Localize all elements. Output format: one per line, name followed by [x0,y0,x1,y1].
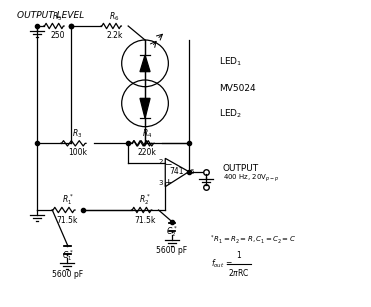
Text: $R_5$: $R_5$ [52,10,62,23]
Text: 5600 pF: 5600 pF [157,246,188,255]
Text: 2.2k: 2.2k [106,31,123,40]
Text: 6: 6 [190,169,194,175]
Text: OUTPUT: OUTPUT [223,164,259,173]
Text: $^*R_1 = R_2 = R, C_1 = C_2 = C$: $^*R_1 = R_2 = R, C_1 = C_2 = C$ [209,234,296,246]
Text: OUTPUT LEVEL: OUTPUT LEVEL [17,10,84,20]
Text: 400 Hz, 20V$_{p-p}$: 400 Hz, 20V$_{p-p}$ [223,173,279,184]
Text: 5600 pF: 5600 pF [52,270,83,279]
Text: 741: 741 [170,167,184,176]
Text: −: − [164,159,172,168]
Text: 71.5k: 71.5k [134,216,156,225]
Text: 71.5k: 71.5k [57,216,78,225]
Text: 220k: 220k [137,148,156,157]
Text: $R_1^*$: $R_1^*$ [62,192,73,207]
Text: 250: 250 [50,31,65,40]
Polygon shape [140,55,150,72]
Text: $C_2^*$: $C_2^*$ [166,224,178,239]
Text: LED$_1$: LED$_1$ [219,56,242,68]
Text: $R_2^*$: $R_2^*$ [139,192,151,207]
Text: 1: 1 [236,251,241,260]
Text: $C_1^*$: $C_1^*$ [62,248,73,263]
Text: 2: 2 [158,159,163,165]
Text: $f_{out}$ =: $f_{out}$ = [211,258,233,270]
Text: MV5024: MV5024 [219,84,256,93]
Text: $R_6$: $R_6$ [109,10,120,23]
Text: 100k: 100k [68,148,87,157]
Text: 3: 3 [158,180,163,186]
Text: 2$\pi$RC: 2$\pi$RC [228,267,250,278]
Text: $R_4$: $R_4$ [141,127,152,140]
Polygon shape [140,98,150,118]
Text: $R_3$: $R_3$ [72,127,83,140]
Text: +: + [164,178,172,187]
Text: LED$_2$: LED$_2$ [219,107,242,120]
